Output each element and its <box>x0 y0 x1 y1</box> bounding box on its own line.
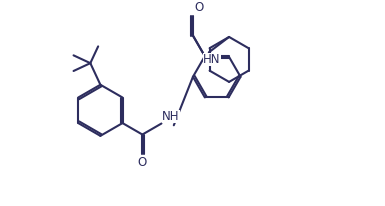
Text: O: O <box>138 156 147 169</box>
Text: HN: HN <box>203 53 221 66</box>
Text: NH: NH <box>162 110 179 123</box>
Text: O: O <box>195 1 204 14</box>
